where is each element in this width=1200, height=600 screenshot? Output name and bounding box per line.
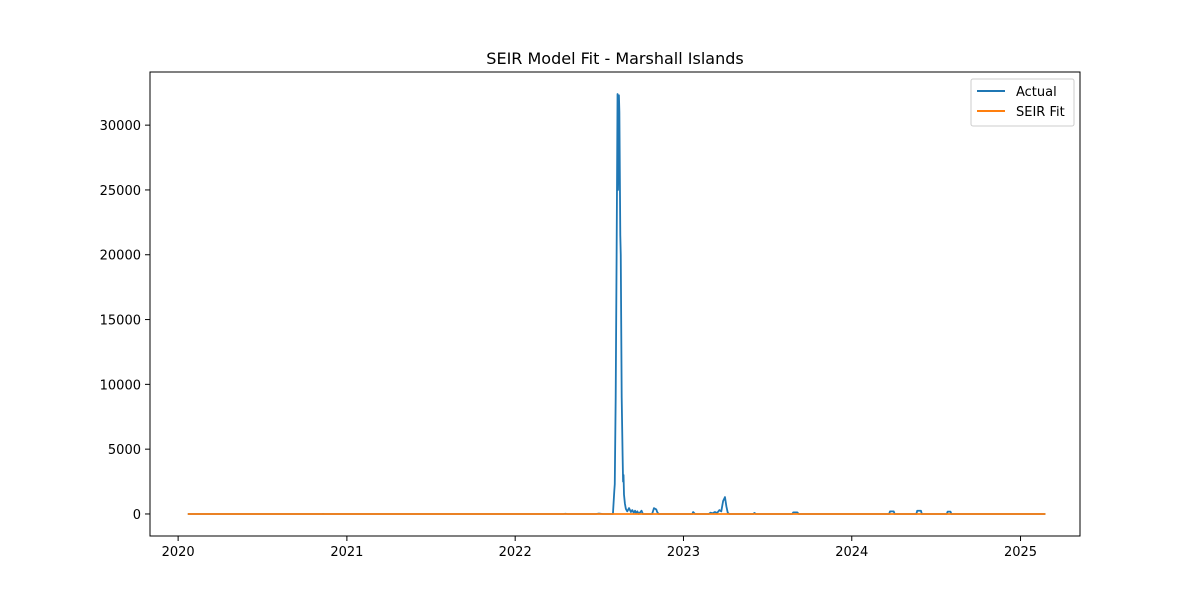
axes-frame — [149, 71, 1081, 537]
y-tick-label: 30000 — [100, 119, 141, 134]
y-axis: 0 5000 10000 15000 20000 25000 30000 — [100, 119, 150, 523]
x-tick-label: 2025 — [1004, 545, 1037, 560]
y-tick-label: 10000 — [100, 378, 141, 393]
y-tick-label: 20000 — [100, 249, 141, 264]
y-tick-label: 5000 — [108, 443, 141, 458]
x-axis: 2020 2021 2022 2023 2024 2025 — [162, 536, 1037, 560]
x-tick-label: 2022 — [499, 545, 532, 560]
legend: Actual SEIR Fit — [970, 78, 1075, 127]
legend-label: Actual — [1016, 85, 1057, 100]
x-tick-label: 2021 — [330, 545, 363, 560]
x-tick-label: 2023 — [667, 545, 700, 560]
y-tick-label: 15000 — [100, 314, 141, 329]
y-tick-label: 25000 — [100, 184, 141, 199]
plot-area — [187, 93, 1046, 515]
x-tick-label: 2024 — [835, 545, 868, 560]
y-tick-label: 0 — [133, 508, 141, 523]
chart-title: SEIR Model Fit - Marshall Islands — [486, 49, 743, 68]
legend-label: SEIR Fit — [1016, 105, 1065, 120]
x-tick-label: 2020 — [162, 545, 195, 560]
